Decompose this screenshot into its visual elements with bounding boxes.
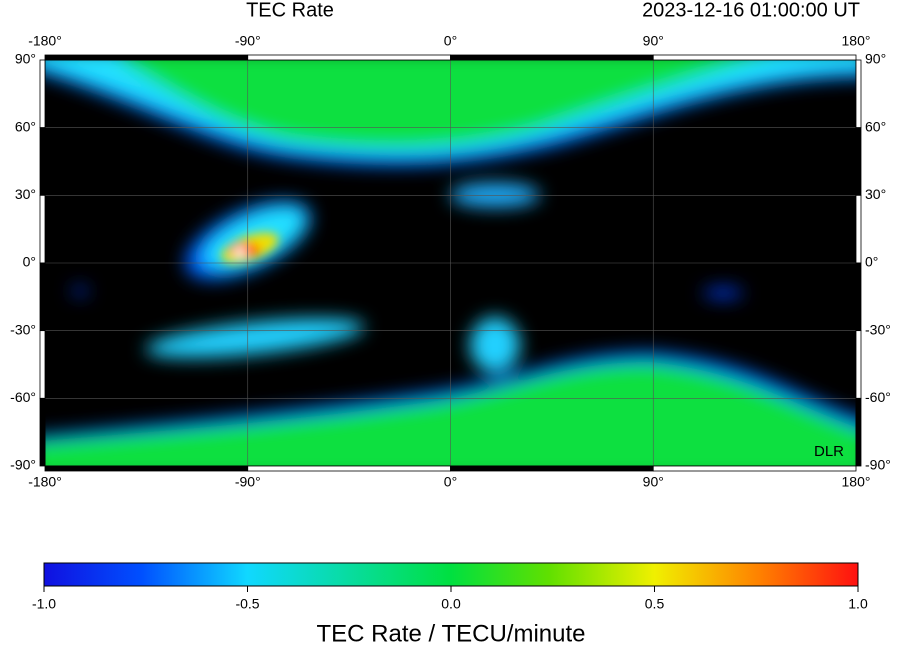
lon-tick-label: 180°	[842, 474, 871, 490]
lat-tick-label: 60°	[15, 118, 36, 134]
border-segment	[855, 127, 862, 196]
lon-tick-label: 90°	[643, 474, 664, 490]
tec-map	[45, 60, 856, 466]
border-segment	[855, 262, 862, 332]
lat-tick-label: -30°	[865, 321, 891, 337]
border-segment	[247, 465, 451, 472]
lat-tick-label: 30°	[15, 186, 36, 202]
lon-tick-label: -90°	[235, 474, 261, 490]
border-segment	[39, 330, 46, 399]
colorbar-tick-label: 0.0	[441, 596, 461, 612]
map-border	[39, 54, 862, 472]
border-segment	[855, 194, 862, 264]
colorbar-tick-label: 0.5	[645, 596, 665, 612]
border-segment	[39, 59, 46, 129]
border-segment	[855, 397, 862, 467]
lon-tick-label: -180°	[28, 33, 62, 49]
graticule	[45, 60, 856, 466]
border-segment	[39, 194, 46, 264]
lon-tick-label: 0°	[444, 33, 457, 49]
border-segment	[652, 54, 857, 61]
colorbar-tick-label: -1.0	[32, 596, 56, 612]
border-segment	[39, 262, 46, 332]
border-segment	[855, 330, 862, 399]
lat-tick-label: 60°	[865, 118, 886, 134]
border-segment	[450, 54, 654, 61]
lat-tick-label: -30°	[10, 321, 36, 337]
lat-tick-label: -90°	[10, 457, 36, 473]
colorbar-label: TEC Rate / TECU/minute	[317, 620, 586, 647]
border-segment	[247, 54, 451, 61]
lon-tick-label: 90°	[643, 33, 664, 49]
timestamp: 2023-12-16 01:00:00 UT	[642, 0, 860, 21]
lat-tick-label: -90°	[865, 457, 891, 473]
border-segment	[44, 465, 249, 472]
lon-tick-label: 180°	[842, 33, 871, 49]
lon-tick-label: -90°	[235, 33, 261, 49]
border-segment	[450, 465, 654, 472]
border-segment	[855, 59, 862, 129]
lat-tick-label: 90°	[865, 51, 886, 67]
colorbar-tick-label: 1.0	[848, 596, 868, 612]
lat-tick-label: 0°	[865, 254, 878, 270]
lat-tick-label: 90°	[15, 51, 36, 67]
border-segment	[39, 127, 46, 196]
credit: DLR	[814, 443, 844, 460]
border-segment	[39, 397, 46, 467]
lat-tick-label: -60°	[10, 389, 36, 405]
colorbar	[43, 562, 859, 587]
lon-tick-label: -180°	[28, 474, 62, 490]
colorbar-tick-label: -0.5	[235, 596, 259, 612]
lat-tick-label: 0°	[23, 254, 36, 270]
tec-hotspot	[221, 232, 279, 264]
lat-tick-label: -60°	[865, 389, 891, 405]
lon-tick-label: 0°	[444, 474, 457, 490]
border-segment	[44, 54, 249, 61]
title: TEC Rate	[246, 0, 334, 21]
lat-tick-label: 30°	[865, 186, 886, 202]
border-segment	[652, 465, 857, 472]
